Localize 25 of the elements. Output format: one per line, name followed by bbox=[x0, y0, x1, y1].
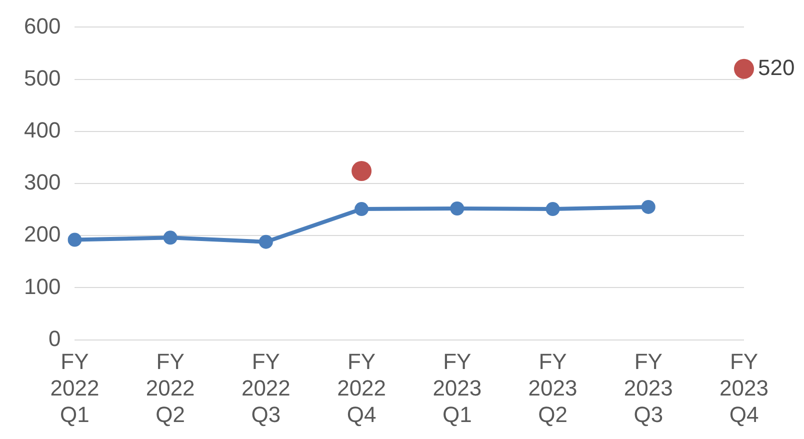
x-tick-label: FY 2022 Q2 bbox=[146, 349, 195, 427]
point bbox=[163, 230, 178, 245]
y-tick-label: 100 bbox=[24, 274, 61, 299]
point bbox=[734, 58, 754, 79]
point bbox=[354, 202, 369, 216]
point bbox=[641, 200, 656, 214]
y-tick-label: 600 bbox=[24, 13, 61, 38]
point bbox=[68, 232, 82, 247]
point bbox=[258, 234, 273, 249]
point bbox=[546, 202, 560, 216]
y-tick-label: 300 bbox=[24, 170, 61, 195]
x-tick-label: FY 2023 Q1 bbox=[432, 349, 482, 427]
y-tick-label: 200 bbox=[24, 222, 61, 247]
x-tick-label: FY 2023 Q2 bbox=[528, 349, 578, 427]
point bbox=[450, 202, 464, 216]
y-tick-label: 500 bbox=[24, 65, 61, 90]
y-tick-label: 400 bbox=[24, 117, 61, 142]
x-tick-label: FY 2023 Q3 bbox=[624, 349, 673, 427]
x-tick-label: FY 2022 Q4 bbox=[337, 349, 386, 427]
data-label: 520 bbox=[758, 54, 795, 80]
y-tick-label: 0 bbox=[48, 326, 61, 351]
x-tick-label: FY 2022 Q1 bbox=[50, 349, 100, 427]
x-tick-label: FY 2022 Q3 bbox=[241, 349, 290, 427]
point bbox=[352, 160, 372, 181]
x-tick-label: FY 2023 Q4 bbox=[720, 349, 768, 427]
